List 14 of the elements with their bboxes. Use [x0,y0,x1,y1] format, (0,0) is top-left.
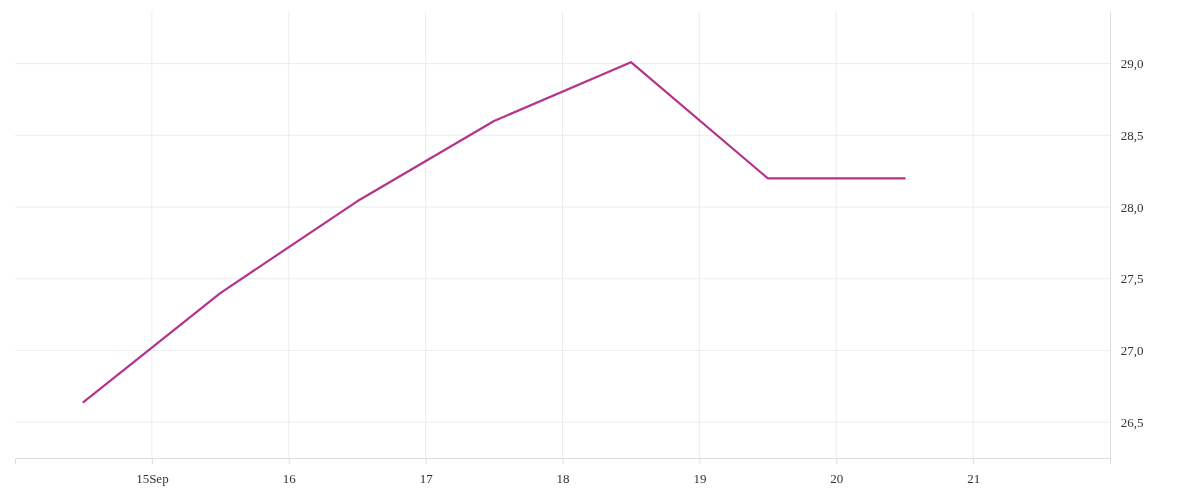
line-series [82,61,906,404]
y-tick-label: 28,0 [1120,199,1144,215]
y-tick-label: 27,0 [1120,343,1144,359]
y-tick-label: 29,0 [1120,56,1144,72]
x-tick-label: 17 [419,470,434,486]
y-tick-label: 28,5 [1120,127,1144,143]
x-tick-label: 20 [830,470,844,486]
x-tick-label: 16 [282,470,297,486]
x-tick-label: 19 [693,470,707,486]
x-tick-label: 21 [967,470,981,486]
x-tick-label: 15Sep [136,470,169,486]
y-tick-label: 26,5 [1120,414,1144,430]
x-tick-label: 18 [556,470,570,486]
y-tick-label: 27,5 [1120,271,1144,287]
